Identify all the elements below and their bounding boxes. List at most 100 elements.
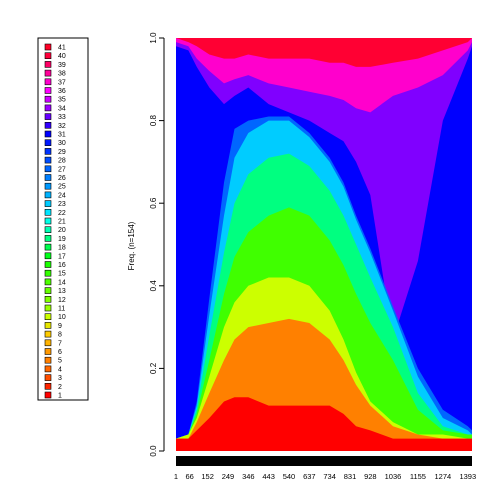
y-tick-label: 0.8 bbox=[149, 114, 158, 126]
legend-swatch bbox=[44, 365, 52, 373]
y-axis: 0.0 0.2 0.4 0.6 0.8 1.0 bbox=[149, 32, 165, 457]
legend-label: 33 bbox=[58, 114, 66, 121]
legend-swatch bbox=[44, 61, 52, 68]
legend-label: 41 bbox=[58, 45, 66, 52]
y-tick-label: 0.4 bbox=[149, 280, 158, 292]
legend-swatch bbox=[44, 200, 52, 207]
legend-swatch bbox=[44, 278, 52, 286]
legend-label: 37 bbox=[58, 79, 66, 86]
plot-area bbox=[176, 38, 472, 451]
legend-swatch bbox=[44, 156, 52, 164]
legend-swatch bbox=[44, 191, 52, 199]
legend-swatch bbox=[44, 209, 52, 216]
legend-swatch bbox=[44, 139, 52, 146]
legend-label: 34 bbox=[58, 105, 66, 112]
legend-label: 4 bbox=[58, 366, 62, 373]
legend-label: 31 bbox=[58, 132, 66, 139]
legend-label: 19 bbox=[58, 236, 66, 243]
legend-label: 23 bbox=[58, 201, 66, 208]
legend-label: 39 bbox=[58, 62, 66, 69]
legend-label: 30 bbox=[58, 140, 66, 147]
legend-swatch bbox=[44, 95, 52, 103]
legend-label: 38 bbox=[58, 71, 66, 78]
y-tick-label: 1.0 bbox=[149, 32, 158, 44]
x-tick-label: 637 bbox=[303, 472, 316, 481]
legend-swatch bbox=[44, 304, 52, 312]
x-tick-label: 1036 bbox=[385, 472, 402, 481]
legend-swatch bbox=[44, 104, 52, 112]
legend-label: 24 bbox=[58, 192, 66, 199]
legend-swatch bbox=[44, 356, 52, 364]
legend-swatch bbox=[44, 339, 52, 347]
legend-label: 9 bbox=[58, 323, 62, 330]
legend-swatch bbox=[44, 252, 52, 260]
legend-swatch bbox=[44, 52, 52, 60]
y-tick-label: 0.2 bbox=[149, 362, 158, 374]
legend-swatch bbox=[44, 313, 52, 321]
legend-swatch bbox=[44, 269, 52, 277]
legend-label: 22 bbox=[58, 210, 66, 217]
x-tick-label: 346 bbox=[242, 472, 255, 481]
x-tick-label: 928 bbox=[364, 472, 377, 481]
legend-swatch bbox=[44, 382, 52, 390]
legend-label: 5 bbox=[58, 358, 62, 365]
legend-swatch bbox=[44, 122, 52, 129]
area-layer bbox=[176, 397, 472, 451]
x-tick-label: 734 bbox=[323, 472, 336, 481]
legend: 4140393837363534333231302928272625242322… bbox=[37, 37, 89, 401]
x-axis: 1 66 152 249 346 443 540 637 734 831 928 1036 1155 12… bbox=[174, 472, 476, 481]
x-tick-label: 66 bbox=[185, 472, 193, 481]
legend-swatch bbox=[44, 148, 52, 155]
legend-swatch bbox=[44, 182, 52, 190]
x-tick-label: 1155 bbox=[410, 472, 426, 481]
legend-label: 8 bbox=[58, 332, 62, 339]
legend-label: 13 bbox=[58, 288, 66, 295]
legend-label: 17 bbox=[58, 253, 66, 260]
legend-swatch bbox=[44, 330, 52, 338]
legend-swatch bbox=[44, 174, 52, 181]
legend-swatch bbox=[44, 69, 52, 77]
x-index-bar bbox=[176, 456, 472, 466]
legend-swatch bbox=[44, 322, 52, 329]
y-axis-label: Freq. (n=154) bbox=[127, 221, 136, 270]
legend-swatch bbox=[44, 287, 52, 294]
legend-swatch bbox=[44, 348, 52, 355]
x-tick-label: 443 bbox=[262, 472, 275, 481]
legend-swatch bbox=[44, 261, 52, 268]
legend-label: 6 bbox=[58, 349, 62, 356]
x-tick-label: 540 bbox=[283, 472, 296, 481]
x-tick-label: 1393 bbox=[459, 472, 476, 481]
y-tick-label: 0.6 bbox=[149, 197, 158, 209]
legend-label: 12 bbox=[58, 297, 66, 304]
y-tick-label: 0.0 bbox=[149, 445, 158, 457]
legend-swatch bbox=[44, 113, 52, 120]
legend-swatch bbox=[44, 165, 52, 173]
legend-label: 3 bbox=[58, 375, 62, 382]
x-tick-label: 1274 bbox=[435, 472, 452, 481]
legend-swatch bbox=[44, 87, 52, 94]
legend-label: 7 bbox=[58, 340, 62, 347]
legend-swatch bbox=[44, 217, 52, 225]
legend-label: 2 bbox=[58, 384, 62, 391]
legend-label: 10 bbox=[58, 314, 66, 321]
legend-label: 11 bbox=[58, 306, 65, 313]
legend-label: 27 bbox=[58, 166, 66, 173]
legend-swatch bbox=[44, 243, 52, 251]
legend-swatch bbox=[44, 391, 52, 399]
legend-label: 16 bbox=[58, 262, 66, 269]
legend-label: 26 bbox=[58, 175, 66, 182]
legend-swatch bbox=[44, 130, 52, 138]
legend-swatch bbox=[44, 226, 52, 233]
x-tick-label: 831 bbox=[344, 472, 357, 481]
legend-swatch bbox=[44, 43, 52, 51]
legend-label: 14 bbox=[58, 279, 66, 286]
legend-label: 21 bbox=[58, 219, 66, 226]
legend-label: 36 bbox=[58, 88, 66, 95]
legend-label: 1 bbox=[58, 393, 62, 400]
x-tick-label: 1 bbox=[174, 472, 178, 481]
legend-label: 29 bbox=[58, 149, 66, 156]
legend-label: 40 bbox=[58, 53, 66, 60]
legend-label: 20 bbox=[58, 227, 66, 234]
x-tick-label: 249 bbox=[222, 472, 235, 481]
